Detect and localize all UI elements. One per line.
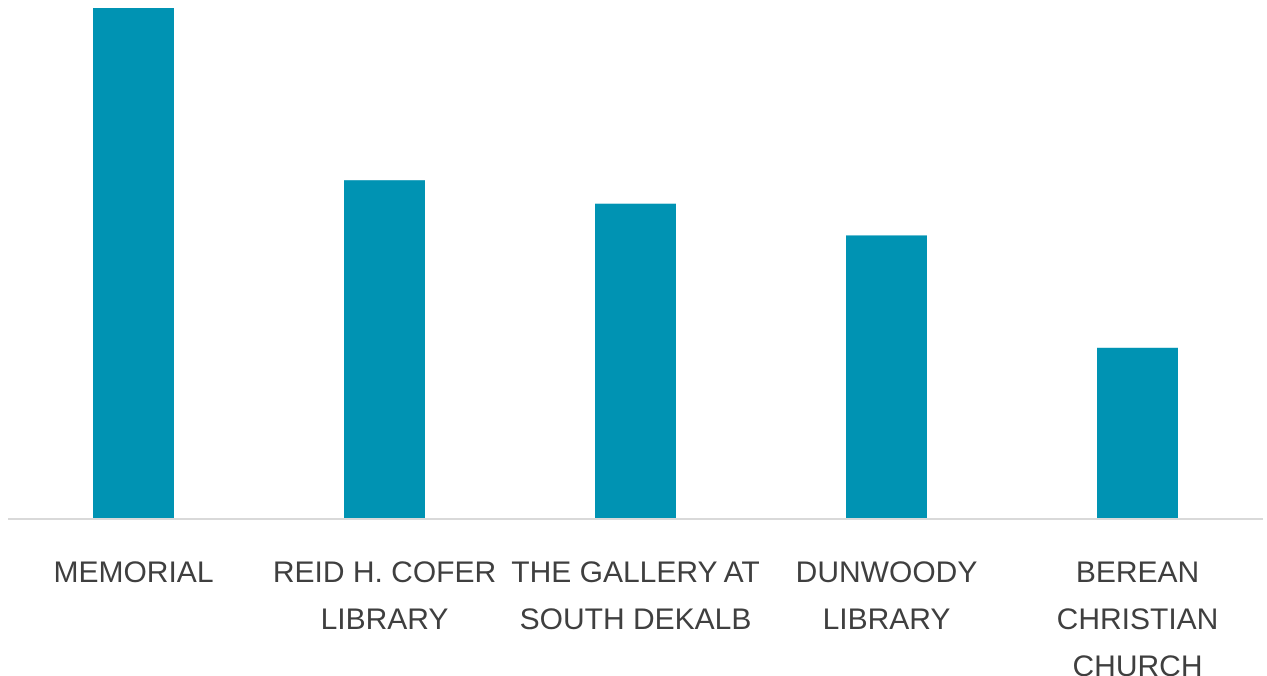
category-label-line: CHRISTIAN bbox=[1057, 603, 1219, 636]
category-label-4: BEREAN CHRISTIAN CHURCH bbox=[1057, 556, 1219, 676]
category-label-line: THE GALLERY AT bbox=[511, 556, 759, 589]
category-labels-group: MEMORIAL REID H. COFER LIBRARY THE GALLERY … bbox=[53, 556, 1218, 676]
category-label-line: LIBRARY bbox=[321, 603, 449, 636]
category-label-2: THE GALLERY AT SOUTH DEKALB bbox=[511, 556, 759, 636]
bar-0 bbox=[93, 8, 174, 519]
bars-group bbox=[93, 8, 1178, 519]
category-label-line: SOUTH DEKALB bbox=[520, 603, 752, 636]
category-label-line: MEMORIAL bbox=[53, 556, 213, 589]
category-label-line: REID H. COFER bbox=[273, 556, 496, 589]
bar-4 bbox=[1097, 347, 1178, 519]
category-label-3: DUNWOODY LIBRARY bbox=[796, 556, 978, 636]
category-label-line: CHURCH bbox=[1073, 650, 1203, 676]
category-label-line: LIBRARY bbox=[823, 603, 951, 636]
bar-3 bbox=[846, 235, 927, 519]
bar-1 bbox=[344, 180, 425, 519]
bar-2 bbox=[595, 203, 676, 519]
category-label-1: REID H. COFER LIBRARY bbox=[273, 556, 496, 636]
category-label-0: MEMORIAL bbox=[53, 556, 213, 589]
category-label-line: BEREAN bbox=[1076, 556, 1199, 589]
category-label-line: DUNWOODY bbox=[796, 556, 978, 589]
